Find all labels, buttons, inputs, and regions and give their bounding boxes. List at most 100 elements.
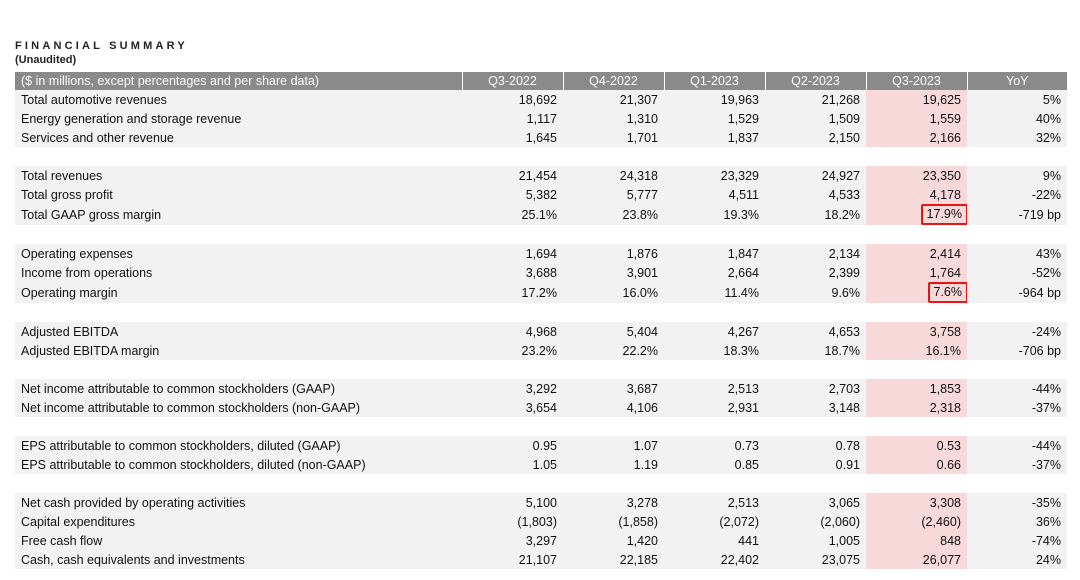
cell-q1-2023: 18.3% xyxy=(664,341,765,360)
cell-q4-2022: 23.8% xyxy=(563,204,664,225)
cell-q2-2023: 0.91 xyxy=(765,455,866,474)
row-label: Net income attributable to common stockh… xyxy=(15,379,462,398)
table-row: Net cash provided by operating activitie… xyxy=(15,493,1067,512)
cell-q3-2022: 3,654 xyxy=(462,398,563,417)
cell-q4-2022: 22.2% xyxy=(563,341,664,360)
cell-q3-2023: 0.66 xyxy=(866,455,967,474)
cell-q2-2023: 21,268 xyxy=(765,90,866,109)
table-row: Cash, cash equivalents and investments 2… xyxy=(15,550,1067,569)
table-row: Total revenues 21,454 24,318 23,329 24,9… xyxy=(15,166,1067,185)
cell-q3-2023: 7.6% xyxy=(866,282,967,303)
row-label: EPS attributable to common stockholders,… xyxy=(15,455,462,474)
table-row: Total gross profit 5,382 5,777 4,511 4,5… xyxy=(15,185,1067,204)
cell-q2-2023: 2,150 xyxy=(765,128,866,147)
table-row: Net income attributable to common stockh… xyxy=(15,379,1067,398)
row-label: Total GAAP gross margin xyxy=(15,204,462,225)
cell-yoy: 32% xyxy=(967,128,1067,147)
row-spacer xyxy=(15,147,1067,166)
cell-q3-2022: 4,968 xyxy=(462,322,563,341)
row-label: Operating margin xyxy=(15,282,462,303)
cell-q4-2022: 16.0% xyxy=(563,282,664,303)
cell-q2-2023: 18.2% xyxy=(765,204,866,225)
cell-q3-2022: 5,100 xyxy=(462,493,563,512)
cell-q4-2022: 1,876 xyxy=(563,244,664,263)
cell-q3-2022: 3,297 xyxy=(462,531,563,550)
cell-q3-2022: 18,692 xyxy=(462,90,563,109)
table-row: Energy generation and storage revenue 1,… xyxy=(15,109,1067,128)
cell-yoy: -964 bp xyxy=(967,282,1067,303)
row-label: Energy generation and storage revenue xyxy=(15,109,462,128)
row-spacer xyxy=(15,474,1067,493)
cell-q3-2022: (1,803) xyxy=(462,512,563,531)
cell-q3-2023: 23,350 xyxy=(866,166,967,185)
cell-q4-2022: 24,318 xyxy=(563,166,664,185)
row-spacer xyxy=(15,360,1067,379)
cell-q3-2022: 25.1% xyxy=(462,204,563,225)
cell-q3-2023: 1,764 xyxy=(866,263,967,282)
row-label: Free cash flow xyxy=(15,531,462,550)
cell-q1-2023: 2,513 xyxy=(664,493,765,512)
row-label: Income from operations xyxy=(15,263,462,282)
cell-yoy: -24% xyxy=(967,322,1067,341)
cell-q3-2023: 3,308 xyxy=(866,493,967,512)
cell-q2-2023: (2,060) xyxy=(765,512,866,531)
cell-q3-2022: 3,688 xyxy=(462,263,563,282)
cell-q3-2023: (2,460) xyxy=(866,512,967,531)
cell-yoy: -35% xyxy=(967,493,1067,512)
row-label: Capital expenditures xyxy=(15,512,462,531)
cell-q2-2023: 4,533 xyxy=(765,185,866,204)
cell-q3-2022: 1,645 xyxy=(462,128,563,147)
cell-q1-2023: 19,963 xyxy=(664,90,765,109)
cell-q3-2023: 4,178 xyxy=(866,185,967,204)
cell-q4-2022: 3,901 xyxy=(563,263,664,282)
cell-q3-2023: 848 xyxy=(866,531,967,550)
cell-q3-2022: 5,382 xyxy=(462,185,563,204)
column-header-q1-2023: Q1-2023 xyxy=(664,72,766,90)
cell-yoy: 43% xyxy=(967,244,1067,263)
cell-yoy: -706 bp xyxy=(967,341,1067,360)
cell-yoy: 9% xyxy=(967,166,1067,185)
row-label: Net income attributable to common stockh… xyxy=(15,398,462,417)
cell-q1-2023: (2,072) xyxy=(664,512,765,531)
table-row: Total automotive revenues 18,692 21,307 … xyxy=(15,90,1067,109)
cell-q2-2023: 18.7% xyxy=(765,341,866,360)
cell-q4-2022: 3,687 xyxy=(563,379,664,398)
row-label: Cash, cash equivalents and investments xyxy=(15,550,462,569)
row-spacer xyxy=(15,417,1067,436)
cell-q1-2023: 11.4% xyxy=(664,282,765,303)
cell-q1-2023: 0.73 xyxy=(664,436,765,455)
column-header-description: ($ in millions, except percentages and p… xyxy=(15,72,463,90)
cell-yoy: 40% xyxy=(967,109,1067,128)
cell-q3-2023: 16.1% xyxy=(866,341,967,360)
table-row: Adjusted EBITDA 4,968 5,404 4,267 4,653 … xyxy=(15,322,1067,341)
table-row: Income from operations 3,688 3,901 2,664… xyxy=(15,263,1067,282)
cell-q3-2023: 2,166 xyxy=(866,128,967,147)
cell-q4-2022: 1.19 xyxy=(563,455,664,474)
cell-q3-2022: 0.95 xyxy=(462,436,563,455)
table-row: Operating expenses 1,694 1,876 1,847 2,1… xyxy=(15,244,1067,263)
cell-yoy: -719 bp xyxy=(967,204,1067,225)
cell-q4-2022: 22,185 xyxy=(563,550,664,569)
cell-q2-2023: 2,399 xyxy=(765,263,866,282)
financial-summary-table: ($ in millions, except percentages and p… xyxy=(15,72,1067,569)
row-label: Adjusted EBITDA xyxy=(15,322,462,341)
cell-q2-2023: 3,065 xyxy=(765,493,866,512)
cell-q1-2023: 2,513 xyxy=(664,379,765,398)
cell-yoy: -74% xyxy=(967,531,1067,550)
row-label: Net cash provided by operating activitie… xyxy=(15,493,462,512)
table-row: Services and other revenue 1,645 1,701 1… xyxy=(15,128,1067,147)
cell-yoy: -44% xyxy=(967,436,1067,455)
cell-q3-2022: 1,694 xyxy=(462,244,563,263)
cell-q3-2023: 19,625 xyxy=(866,90,967,109)
cell-q4-2022: 1.07 xyxy=(563,436,664,455)
cell-q2-2023: 0.78 xyxy=(765,436,866,455)
row-label: Services and other revenue xyxy=(15,128,462,147)
table-row: Operating margin 17.2% 16.0% 11.4% 9.6% … xyxy=(15,282,1067,303)
cell-q3-2022: 23.2% xyxy=(462,341,563,360)
column-header-q3-2023: Q3-2023 xyxy=(866,72,968,90)
table-header-row: ($ in millions, except percentages and p… xyxy=(15,72,1067,90)
cell-q3-2022: 21,454 xyxy=(462,166,563,185)
cell-yoy: -44% xyxy=(967,379,1067,398)
cell-q4-2022: 5,404 xyxy=(563,322,664,341)
cell-q3-2023: 26,077 xyxy=(866,550,967,569)
